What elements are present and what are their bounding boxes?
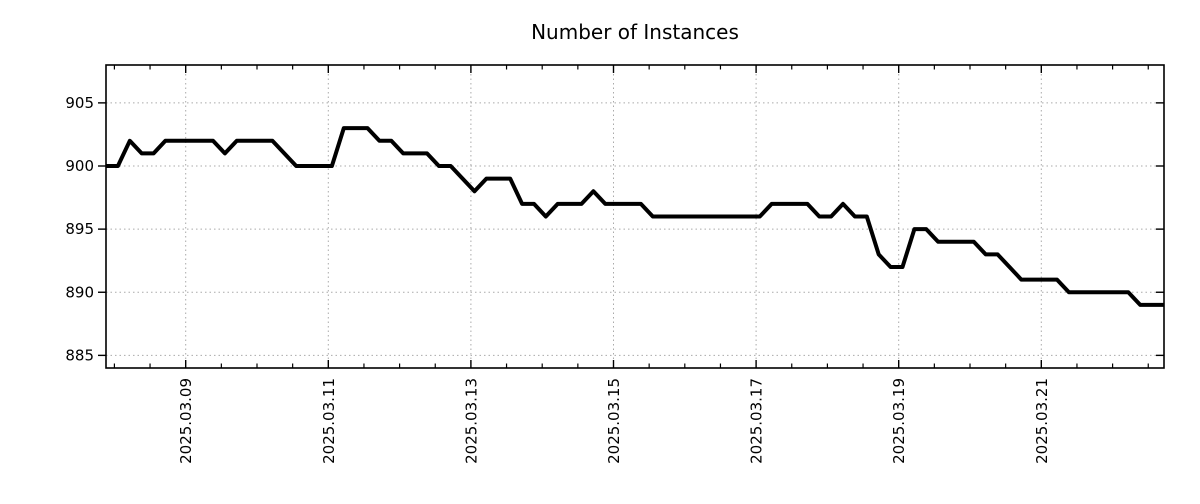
y-tick-label: 900 (65, 157, 94, 175)
data-line (106, 126, 1164, 307)
x-tick-label: 2025.03.19 (890, 378, 908, 464)
x-tick-label: 2025.03.15 (605, 378, 623, 464)
y-axis-labels: 905 900 895 890 885 (65, 94, 94, 365)
gridlines (106, 65, 1164, 368)
y-tick-label: 905 (65, 94, 94, 112)
chart-title: Number of Instances (531, 20, 739, 44)
y-tick-label: 885 (65, 346, 94, 364)
x-tick-label: 2025.03.21 (1033, 378, 1051, 464)
x-tick-label: 2025.03.17 (748, 378, 766, 464)
axis-ticks (98, 65, 1164, 368)
x-tick-label: 2025.03.11 (320, 378, 338, 464)
y-tick-label: 890 (65, 283, 94, 301)
x-axis-labels: 2025.03.09 2025.03.11 2025.03.13 2025.03.15… (177, 378, 1051, 464)
x-tick-label: 2025.03.09 (177, 378, 195, 464)
y-tick-label: 895 (65, 220, 94, 238)
x-tick-label: 2025.03.13 (462, 378, 480, 464)
plot-border (105, 64, 1165, 369)
